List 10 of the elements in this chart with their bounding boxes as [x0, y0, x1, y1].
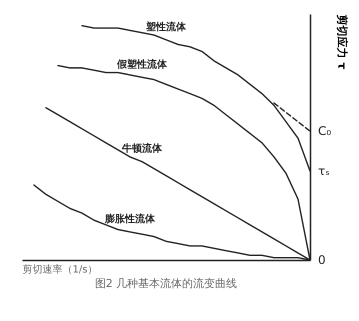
- text: 图2 几种基本流体的流变曲线: [94, 277, 238, 290]
- series-label: 塑性流体: [145, 20, 187, 33]
- series-label: 膨胀性流体: [104, 212, 156, 225]
- series-label: 假塑性流体: [116, 58, 168, 70]
- text: 0: [318, 253, 326, 267]
- y-axis-title: 剪切应力 τ: [336, 14, 348, 70]
- x-axis-title: 剪切速率（1/s）: [22, 264, 98, 276]
- text: C₀: [318, 124, 332, 138]
- series-label: 牛顿流体: [121, 142, 163, 155]
- text: τₛ: [318, 164, 330, 178]
